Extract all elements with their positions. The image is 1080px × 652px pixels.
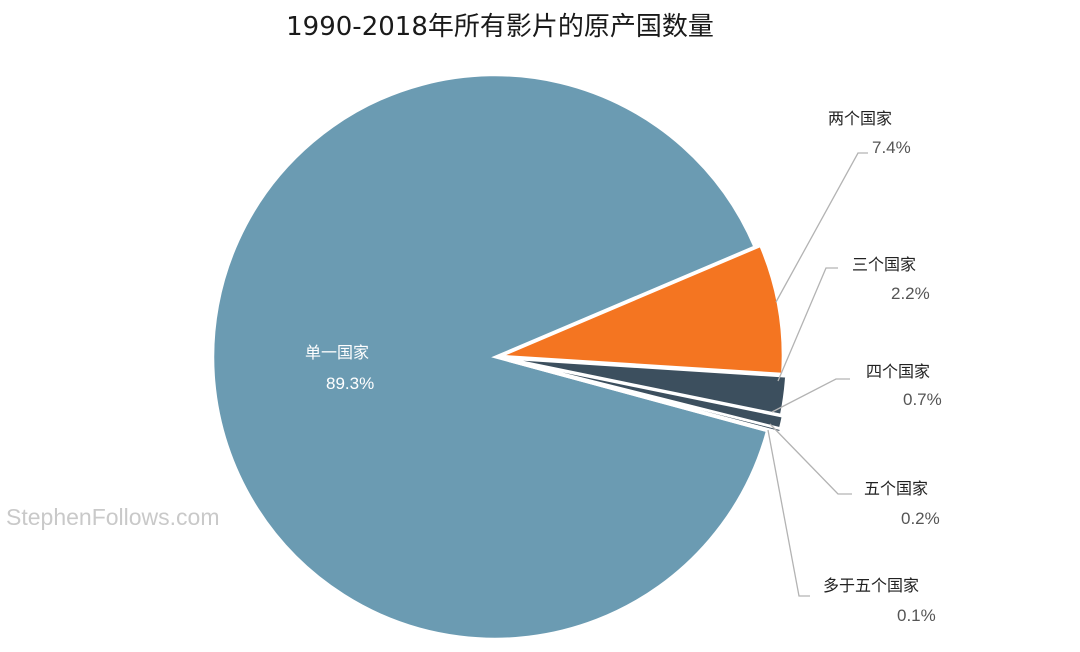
pie-slices bbox=[211, 73, 788, 641]
slice-label-name: 四个国家 bbox=[866, 362, 930, 381]
slice-label-name: 两个国家 bbox=[828, 109, 892, 128]
slice-label-value: 89.3% bbox=[326, 374, 374, 393]
slice-label-name: 多于五个国家 bbox=[823, 576, 919, 595]
slice-label-value: 0.2% bbox=[901, 509, 940, 528]
slice-label-value: 2.2% bbox=[891, 284, 930, 303]
slice-label-name: 单一国家 bbox=[305, 343, 369, 362]
slice-label-name: 三个国家 bbox=[852, 255, 916, 274]
leader-line bbox=[777, 267, 838, 382]
slice-label-value: 0.1% bbox=[897, 606, 936, 625]
slice-labels: 单一国家 89.3% 两个国家 7.4% 三个国家 2.2% 四个国家 0.7% 五个国家 0.2… bbox=[305, 109, 942, 625]
watermark-text: StephenFollows.com bbox=[6, 504, 220, 530]
pie-slice bbox=[211, 73, 769, 641]
slice-label-value: 7.4% bbox=[872, 138, 911, 157]
leader-line bbox=[769, 423, 852, 495]
leader-line bbox=[771, 378, 850, 413]
slice-label-value: 0.7% bbox=[903, 390, 942, 409]
chart-title: 1990-2018年所有影片的原产国数量 bbox=[286, 12, 714, 42]
leader-line bbox=[775, 152, 868, 303]
slice-label-name: 五个国家 bbox=[864, 479, 928, 498]
leader-line bbox=[767, 429, 810, 597]
leader-lines bbox=[767, 152, 868, 597]
